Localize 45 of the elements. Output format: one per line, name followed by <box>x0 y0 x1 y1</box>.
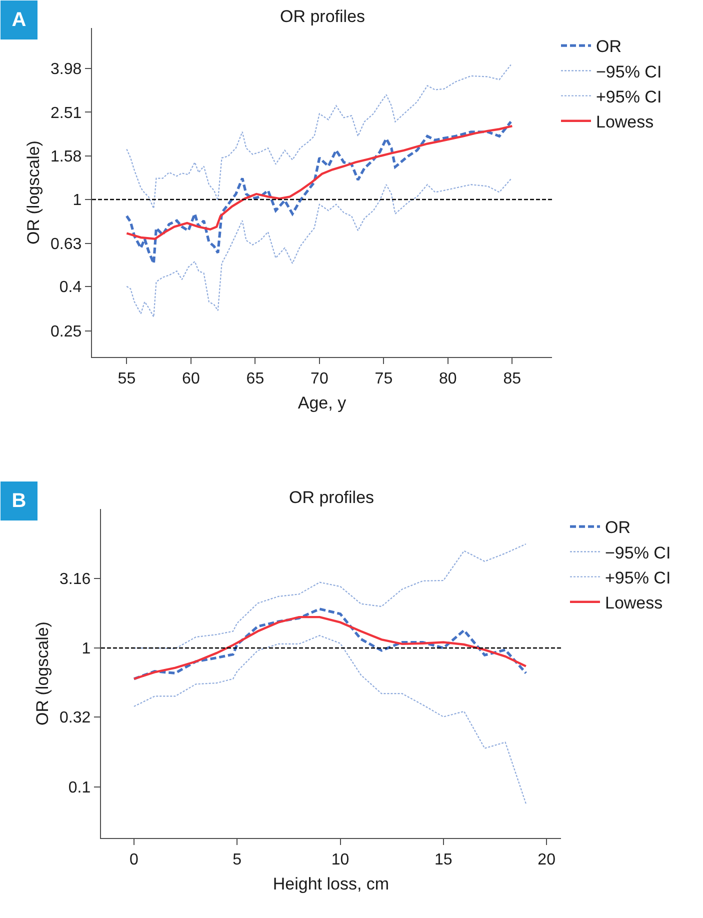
legend-label: +95% CI <box>596 87 662 106</box>
legend-label: −95% CI <box>596 62 662 82</box>
chart-title: OR profiles <box>289 488 374 507</box>
y-tick-label: 3.16 <box>60 571 91 588</box>
x-tick-label: 80 <box>439 370 457 388</box>
y-tick-label: 0.32 <box>60 709 91 726</box>
y-axis-title: OR (logscale) <box>24 140 44 244</box>
y-tick-label: 2.51 <box>50 104 82 122</box>
y-tick-label: 3.98 <box>50 61 82 78</box>
x-tick-label: 60 <box>182 370 200 388</box>
x-tick-label: 55 <box>118 370 136 388</box>
legend-label: OR <box>605 518 630 538</box>
y-tick-label: 0.1 <box>68 780 91 797</box>
chart-title: OR profiles <box>280 7 366 26</box>
x-axis-title: Height loss, cm <box>272 874 390 894</box>
x-tick-label: 70 <box>310 370 328 388</box>
y-tick-label: 0.63 <box>50 236 82 253</box>
x-tick-label: 85 <box>503 370 522 388</box>
y-tick-label: 1 <box>82 640 91 658</box>
line-series <box>126 64 512 209</box>
line-series <box>126 178 512 318</box>
line-series <box>133 543 526 650</box>
y-tick-label: 1.58 <box>50 148 82 166</box>
x-tick-label: 5 <box>232 851 242 868</box>
legend-label: −95% CI <box>605 543 671 562</box>
x-tick-label: 0 <box>130 851 139 868</box>
y-tick-label: 0.25 <box>50 324 82 341</box>
text: A <box>12 9 26 31</box>
line-series <box>126 124 514 240</box>
x-tick-label: 10 <box>331 851 350 868</box>
x-axis-title: Age, y <box>298 394 347 413</box>
y-tick-label: 0.4 <box>59 279 82 296</box>
x-tick-label: 65 <box>246 370 264 388</box>
legend-label: OR <box>596 37 622 56</box>
legend-label: Lowess <box>596 112 654 132</box>
x-tick-label: 20 <box>538 851 556 868</box>
line-series <box>125 120 512 265</box>
text: B <box>12 490 26 512</box>
y-tick-label: 1 <box>72 192 82 210</box>
x-tick-label: 75 <box>374 370 393 388</box>
legend-label: +95% CI <box>605 568 671 588</box>
line-series <box>133 634 526 804</box>
legend-label: Lowess <box>605 593 663 612</box>
y-axis-title: OR (logscale) <box>33 622 52 726</box>
x-tick-label: 15 <box>434 851 452 868</box>
